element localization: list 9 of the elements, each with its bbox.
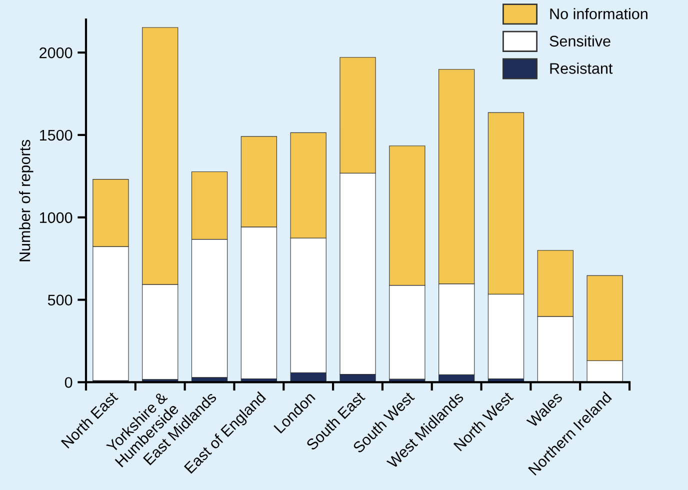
- legend-label: Resistant: [550, 62, 613, 74]
- y-tick-label: 2000: [40, 47, 72, 58]
- legend-label: No information: [550, 8, 648, 20]
- y-axis-title: Number of reports: [19, 140, 34, 262]
- y-tick-label: 0: [64, 377, 72, 388]
- legend-label: Sensitive: [550, 35, 610, 47]
- y-tick-label: 1500: [40, 130, 72, 141]
- y-tick-label: 1000: [40, 212, 72, 224]
- y-tick-label: 500: [48, 294, 72, 306]
